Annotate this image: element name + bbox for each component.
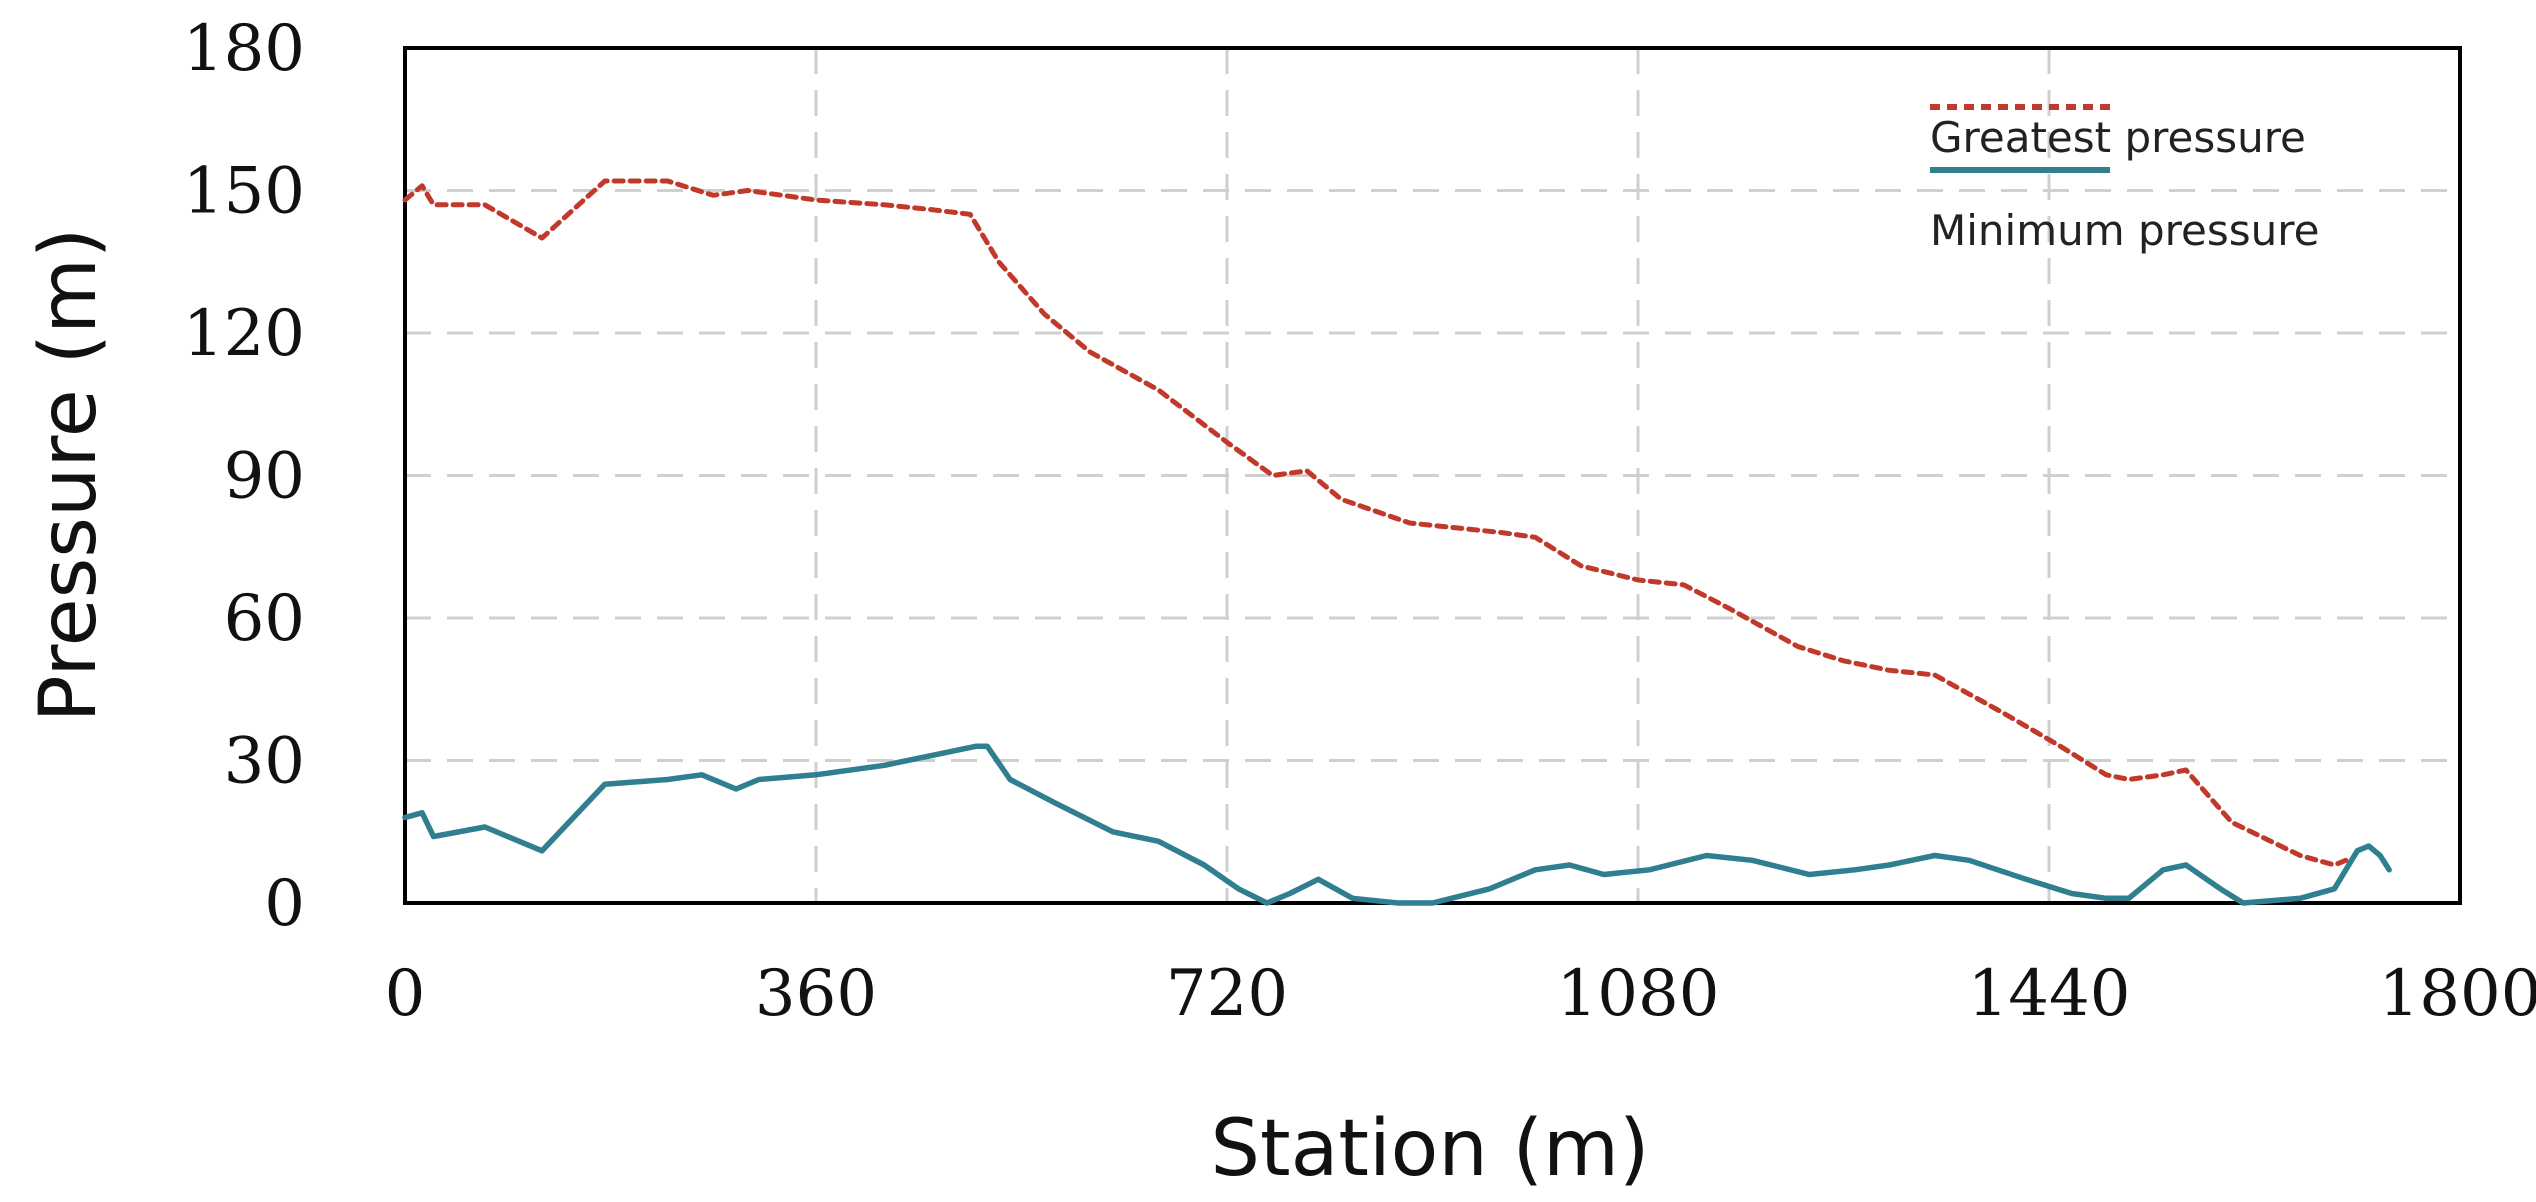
tick-labels: 0 360 720 1080 1440 1800 0 30 60 90 120 150 180 — [183, 12, 2536, 1031]
series-line-minimum-pressure — [402, 743, 2392, 906]
y-tick-label: 90 — [224, 440, 305, 514]
x-axis-title: Station (m) — [1211, 1104, 1650, 1194]
y-tick-label: 0 — [264, 867, 305, 941]
x-tick-label: 1080 — [1557, 957, 1720, 1031]
series-lines — [402, 178, 2392, 906]
x-tick-label: 1800 — [2379, 957, 2536, 1031]
x-tick-label: 0 — [385, 957, 426, 1031]
x-tick-label: 1440 — [1968, 957, 2131, 1031]
y-tick-label: 120 — [183, 297, 305, 371]
y-tick-label: 60 — [224, 582, 305, 656]
x-tick-label: 360 — [755, 957, 877, 1031]
series-line-greatest-pressure — [402, 178, 2349, 868]
legend-label: Minimum pressure — [1930, 206, 2319, 255]
legend-label: Greatest pressure — [1930, 113, 2306, 162]
y-tick-label: 150 — [183, 155, 305, 229]
legend: Greatest pressure Minimum pressure — [1930, 104, 2319, 255]
y-tick-label: 180 — [183, 12, 305, 86]
y-tick-label: 30 — [224, 725, 305, 799]
y-axis-title: Pressure (m) — [24, 228, 114, 723]
x-tick-label: 720 — [1166, 957, 1288, 1031]
